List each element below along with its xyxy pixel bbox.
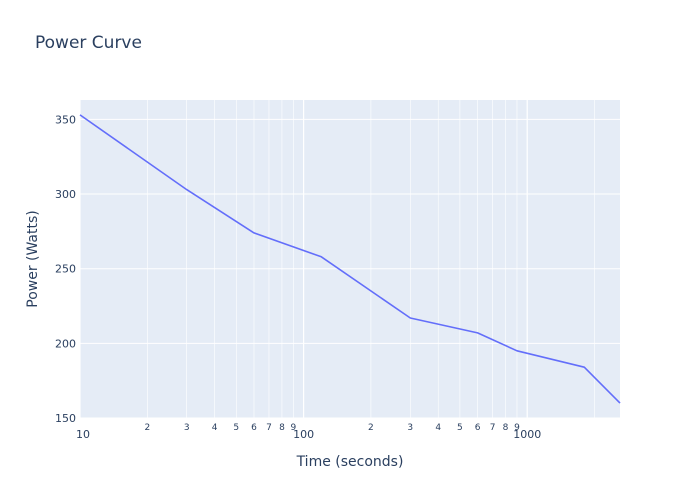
- x-minor-tick-label: 5: [457, 423, 463, 433]
- x-minor-tick-label: 8: [503, 423, 509, 433]
- chart-title: Power Curve: [35, 33, 142, 53]
- x-axis-label: Time (seconds): [296, 454, 404, 470]
- x-minor-tick-label: 8: [279, 423, 285, 433]
- x-minor-tick-label: 5: [233, 423, 239, 433]
- x-minor-tick-label: 7: [490, 423, 496, 433]
- x-minor-tick-label: 9: [514, 423, 520, 433]
- y-tick-label: 300: [55, 188, 76, 201]
- series-line: [79, 114, 621, 404]
- x-tick-label: 100: [293, 428, 314, 441]
- x-minor-tick-label: 7: [266, 423, 272, 433]
- x-minor-tick-label: 6: [251, 423, 257, 433]
- grid: [79, 100, 620, 419]
- x-minor-tick-label: 2: [144, 423, 150, 433]
- y-tick-label: 200: [55, 337, 76, 350]
- x-minor-tick-label: 3: [407, 423, 413, 433]
- y-axis-label: Power (Watts): [25, 210, 41, 308]
- x-minor-tick-label: 2: [368, 423, 374, 433]
- x-minor-tick-label: 4: [435, 423, 441, 433]
- x-minor-tick-label: 6: [475, 423, 481, 433]
- x-tick-label: 10: [76, 428, 90, 441]
- plot-area: [80, 100, 620, 418]
- y-tick-label: 250: [55, 263, 76, 276]
- x-tick-label: 1000: [513, 428, 541, 441]
- series-layer: [79, 114, 621, 404]
- y-tick-label: 150: [55, 412, 76, 425]
- y-tick-label: 350: [55, 113, 76, 126]
- x-minor-tick-label: 4: [212, 423, 218, 433]
- x-minor-tick-label: 9: [291, 423, 297, 433]
- x-minor-tick-label: 3: [184, 423, 190, 433]
